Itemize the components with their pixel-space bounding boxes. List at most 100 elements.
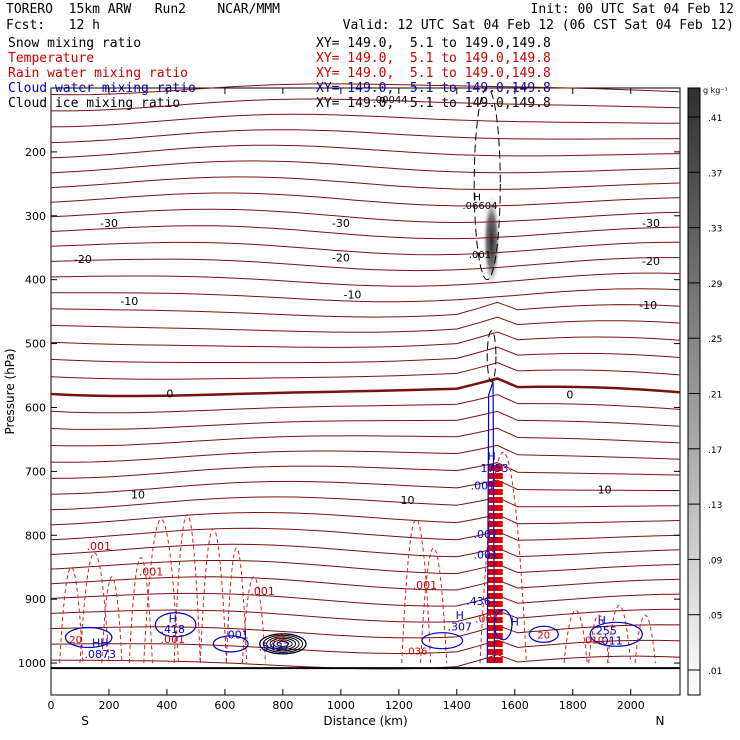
cloud-water-contour: [589, 621, 643, 647]
theta-contour: [50, 346, 681, 364]
cloud-water-label: .001: [474, 528, 499, 541]
rain-contour: [607, 605, 632, 664]
theta-contour: [50, 225, 681, 240]
y-tick-label: 200: [25, 146, 46, 159]
rain-contour-label: .001: [250, 585, 275, 598]
cloud-water-label: H: [169, 612, 177, 625]
rain-contour: [59, 567, 84, 664]
colorbar-tick-label: .41: [708, 114, 722, 124]
theta-contour: [50, 410, 681, 430]
field-name-temperature: Temperature: [8, 51, 95, 66]
theta-contour: [50, 543, 681, 558]
cloud-water-label: H: [456, 609, 464, 622]
cloud-water-contour: [64, 626, 113, 649]
field-xy-snow: XY= 149.0, 5.1 to 149.0,149.8: [316, 36, 551, 51]
theta-contour: [50, 654, 681, 670]
cloud-water-contour: [273, 639, 293, 649]
theta-contour: [50, 144, 681, 159]
colorbar-tick-label: .13: [708, 501, 722, 511]
cloud-water-label: .001: [224, 628, 249, 641]
cloud-water-label: H: [598, 614, 606, 627]
temperature-contour-label: 0: [166, 387, 173, 400]
theta-contour: [50, 208, 681, 224]
cloud-water-label: .0873: [85, 648, 117, 661]
y-tick-label: 500: [25, 338, 46, 351]
colorbar-tick-label: .05: [708, 612, 722, 622]
rain-contour-label: .001: [475, 612, 500, 625]
rain-contour: [479, 452, 527, 664]
colorbar-tick-label: .17: [708, 446, 722, 456]
theta-contour: [50, 362, 681, 380]
theta-contour: [50, 592, 681, 607]
rain-contour: [79, 552, 110, 664]
end-label-north: N: [656, 714, 665, 728]
cloud-water-contour: [154, 612, 197, 638]
theta-contour: [50, 576, 681, 591]
theta-contour: [50, 479, 680, 495]
theta-contour: [50, 560, 681, 575]
x-axis-label: Distance (km): [323, 714, 407, 728]
cloud-water-contour: [276, 640, 290, 647]
cloud-water-label: H: [511, 616, 519, 629]
cloud-water-label: .001: [471, 479, 496, 492]
cloud-water-label: HH: [92, 637, 109, 650]
field-xy-cloud-ice: XY= 149.0, 5.1 to 149.0,149.8: [316, 96, 551, 111]
temperature-contour-label: -20: [332, 251, 350, 264]
field-xy-temperature: XY= 149.0, 5.1 to 149.0,149.8: [316, 51, 551, 66]
y-tick-label: 300: [25, 210, 46, 223]
rain-contour: [563, 610, 588, 664]
header-right-line1: Init: 00 UTC Sat 04 Feb 12: [530, 2, 735, 17]
theta-contour: [50, 496, 681, 511]
cloud-ice-label: .001: [469, 250, 491, 261]
cloud-water-contour: [262, 634, 304, 653]
cloud-water-label: .418: [160, 623, 185, 636]
x-tick-label: 1800: [559, 699, 587, 712]
rain-contour-label: .001: [413, 579, 438, 592]
header-left-line1: TORERO 15km ARW Run2 NCAR/MMM: [6, 2, 280, 17]
rain-value-label: .20: [269, 633, 285, 644]
theta-contour: [50, 257, 680, 272]
x-tick-label: 200: [98, 699, 119, 712]
cloud-ice-label: .06604: [462, 201, 497, 212]
cloud-water-label: .307: [447, 621, 472, 634]
rain-contour: [173, 514, 201, 664]
x-tick-label: 1200: [385, 699, 413, 712]
cloud-water-label: .001: [474, 548, 499, 561]
y-axis-label: Pressure (hPa): [3, 348, 17, 434]
theta-contour: [50, 511, 681, 526]
cloud-water-label: .011: [598, 635, 623, 648]
theta-contour: [50, 83, 681, 96]
cloud-water-label: H: [487, 450, 495, 463]
cloud-water-label: .5437: [258, 640, 290, 653]
theta-contour: [50, 394, 681, 414]
header-left-line2: Fcst: 12 h: [6, 18, 100, 33]
rain-contour-label: .001: [87, 540, 112, 553]
cloud-water-contour: [486, 381, 496, 664]
theta-contour: [50, 316, 681, 333]
theta-contour: [50, 113, 681, 128]
rain-contour: [199, 528, 227, 664]
cloud-water-label: 1753: [480, 462, 508, 475]
cloud-water-contour: [212, 635, 249, 653]
theta-contour: [50, 301, 681, 318]
temperature-contour-label: -20: [74, 253, 92, 266]
colorbar-tick-label: .29: [708, 280, 723, 290]
temperature-contour-label: -30: [332, 217, 350, 230]
colorbar-tick-label: .01: [708, 667, 722, 677]
theta-contour: [50, 608, 681, 623]
theta-contour: [50, 377, 681, 398]
theta-contour: [50, 192, 681, 207]
theta-contour: [50, 272, 681, 287]
colorbar-tick-label: .33: [708, 225, 722, 235]
rain-contour: [225, 547, 248, 664]
colorbar-tick-label: .25: [708, 335, 722, 345]
theta-contour: [50, 427, 681, 447]
x-tick-label: 400: [156, 699, 177, 712]
temperature-contour-label: 10: [401, 494, 415, 507]
theta-contour: [50, 241, 681, 256]
cloud-water-label: .436: [466, 595, 491, 608]
cloud-ice-contour: [473, 87, 501, 281]
x-tick-label: 800: [272, 699, 293, 712]
theta-contour: [51, 98, 681, 112]
